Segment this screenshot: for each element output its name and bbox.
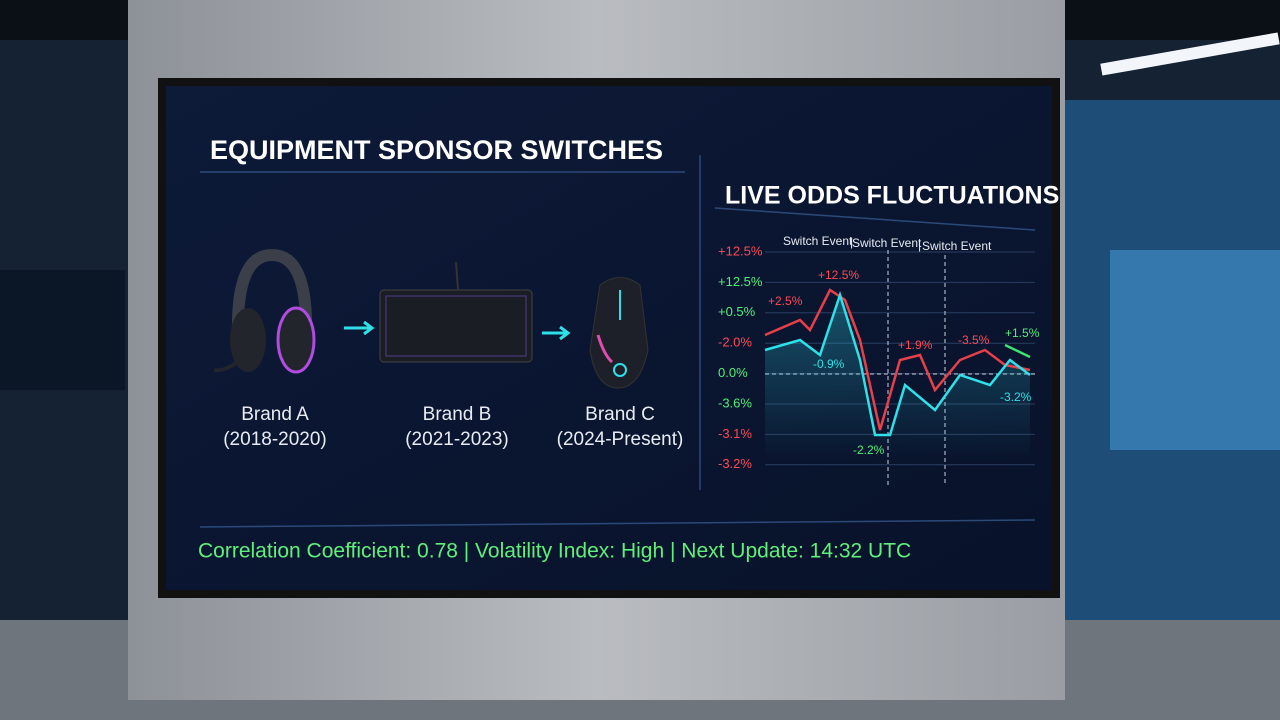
brand-period: (2024-Present) <box>557 429 684 450</box>
annotations: +2.5% +12.5% -0.9% +1.9% -3.5% +1.5% -3.2% -2.2… <box>768 268 1040 457</box>
ceiling-light <box>1100 32 1280 76</box>
divider <box>714 207 1036 231</box>
side-monitor <box>0 270 125 390</box>
footer-status: Correlation Coefficient: 0.78 | Volatili… <box>198 540 911 563</box>
right-title: LIVE ODDS FLUCTUATIONS <box>725 182 1059 210</box>
brand-name: Brand B <box>423 404 492 425</box>
annotation: +2.5% <box>768 294 803 308</box>
brand-name: Brand A <box>241 404 309 425</box>
left-title: EQUIPMENT SPONSOR SWITCHES <box>210 135 663 165</box>
y-axis-label: +12.5% <box>718 274 763 289</box>
y-axis-label: -3.2% <box>718 456 752 471</box>
annotation: +1.5% <box>1005 326 1040 340</box>
area-fill <box>765 295 1030 460</box>
brand-name: Brand C <box>585 404 655 425</box>
annotation: -3.5% <box>958 333 990 347</box>
keyboard-icon <box>379 261 533 363</box>
brand-period: (2021-2023) <box>405 429 509 450</box>
separator: | <box>850 235 853 249</box>
event-label: Switch Event <box>922 239 992 253</box>
event-label: Switch Event <box>852 236 922 250</box>
annotation: +12.5% <box>818 268 859 282</box>
red-line <box>764 288 1031 431</box>
y-axis-label: -3.6% <box>718 395 752 410</box>
y-axis-label: -2.0% <box>718 335 752 350</box>
mouse-icon <box>589 277 649 389</box>
y-axis-label: +0.5% <box>718 304 756 319</box>
green-line <box>1004 343 1031 359</box>
annotation: +1.9% <box>898 338 933 352</box>
y-axis-label: +12.5% <box>718 243 763 258</box>
annotation: -0.9% <box>813 357 845 371</box>
cyan-line <box>764 290 1031 437</box>
divider <box>199 519 1036 528</box>
y-axis-label: -3.1% <box>718 426 752 441</box>
arrow <box>344 320 375 336</box>
event-label: Switch Event <box>783 234 853 248</box>
annotation: -3.2% <box>1000 390 1032 404</box>
headphones-icon <box>213 248 316 374</box>
brand-period: (2018-2020) <box>223 429 327 450</box>
separator: | <box>918 238 921 252</box>
annotation: -2.2% <box>853 443 885 457</box>
window-glow <box>1110 250 1280 450</box>
y-axis-label: 0.0% <box>718 365 748 380</box>
y-axis-labels: +12.5% +12.5% +0.5% -2.0% 0.0% -3.6% -3.1% -3.2… <box>718 243 763 471</box>
arrow <box>542 325 571 341</box>
